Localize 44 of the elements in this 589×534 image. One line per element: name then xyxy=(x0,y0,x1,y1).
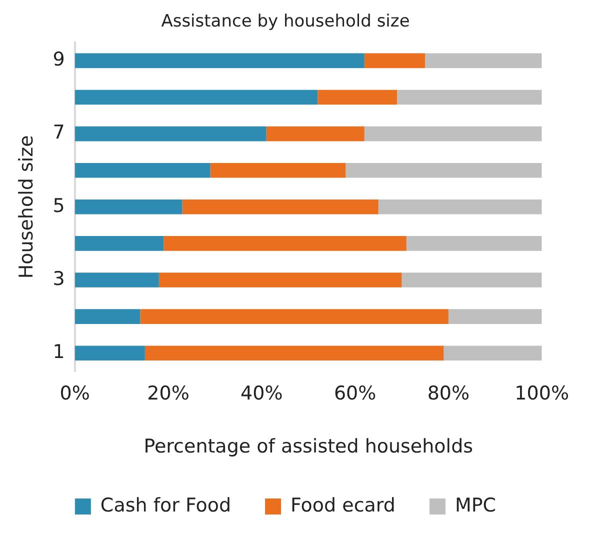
bar xyxy=(74,309,140,324)
bar xyxy=(448,309,542,324)
x-tick-label: 40% xyxy=(240,382,283,405)
chart-title: Assistance by household size xyxy=(161,12,410,32)
bar xyxy=(397,90,542,105)
bar xyxy=(74,200,182,214)
y-axis-title: Household size xyxy=(15,135,38,279)
bar xyxy=(425,53,542,68)
bar xyxy=(346,162,542,178)
x-tick-label: 20% xyxy=(147,382,190,405)
bar xyxy=(164,236,406,251)
bar xyxy=(406,236,542,251)
legend-label: Cash for Food xyxy=(100,494,232,516)
y-tick-label: 1 xyxy=(52,341,65,364)
x-tick-label: 60% xyxy=(334,382,376,405)
legend-label: Food ecard xyxy=(290,494,396,516)
bar xyxy=(74,272,159,288)
legend-label: MPC xyxy=(454,494,496,516)
bar xyxy=(378,200,542,214)
bar xyxy=(74,236,164,251)
x-tick-label: 0% xyxy=(60,382,90,405)
y-tick-label: 3 xyxy=(52,268,65,290)
y-tick-label: 9 xyxy=(52,48,65,71)
bar xyxy=(144,346,444,361)
bar xyxy=(74,162,210,178)
bar xyxy=(364,53,426,68)
bar xyxy=(140,309,448,324)
bar xyxy=(74,53,364,68)
y-tick-label: 5 xyxy=(52,194,65,217)
x-axis-title: Percentage of assisted households xyxy=(144,436,474,458)
bar xyxy=(74,126,266,142)
bar xyxy=(444,346,542,361)
bar xyxy=(266,126,364,142)
x-tick-label: 80% xyxy=(427,382,470,405)
bar xyxy=(402,272,542,288)
bar xyxy=(74,346,145,361)
bar xyxy=(158,272,402,288)
bar xyxy=(182,200,378,214)
x-tick-label: 100% xyxy=(514,382,570,405)
bar xyxy=(318,90,398,105)
y-tick-label: 7 xyxy=(52,122,65,144)
bar xyxy=(364,126,542,142)
bar xyxy=(74,90,318,105)
bar xyxy=(210,162,346,178)
